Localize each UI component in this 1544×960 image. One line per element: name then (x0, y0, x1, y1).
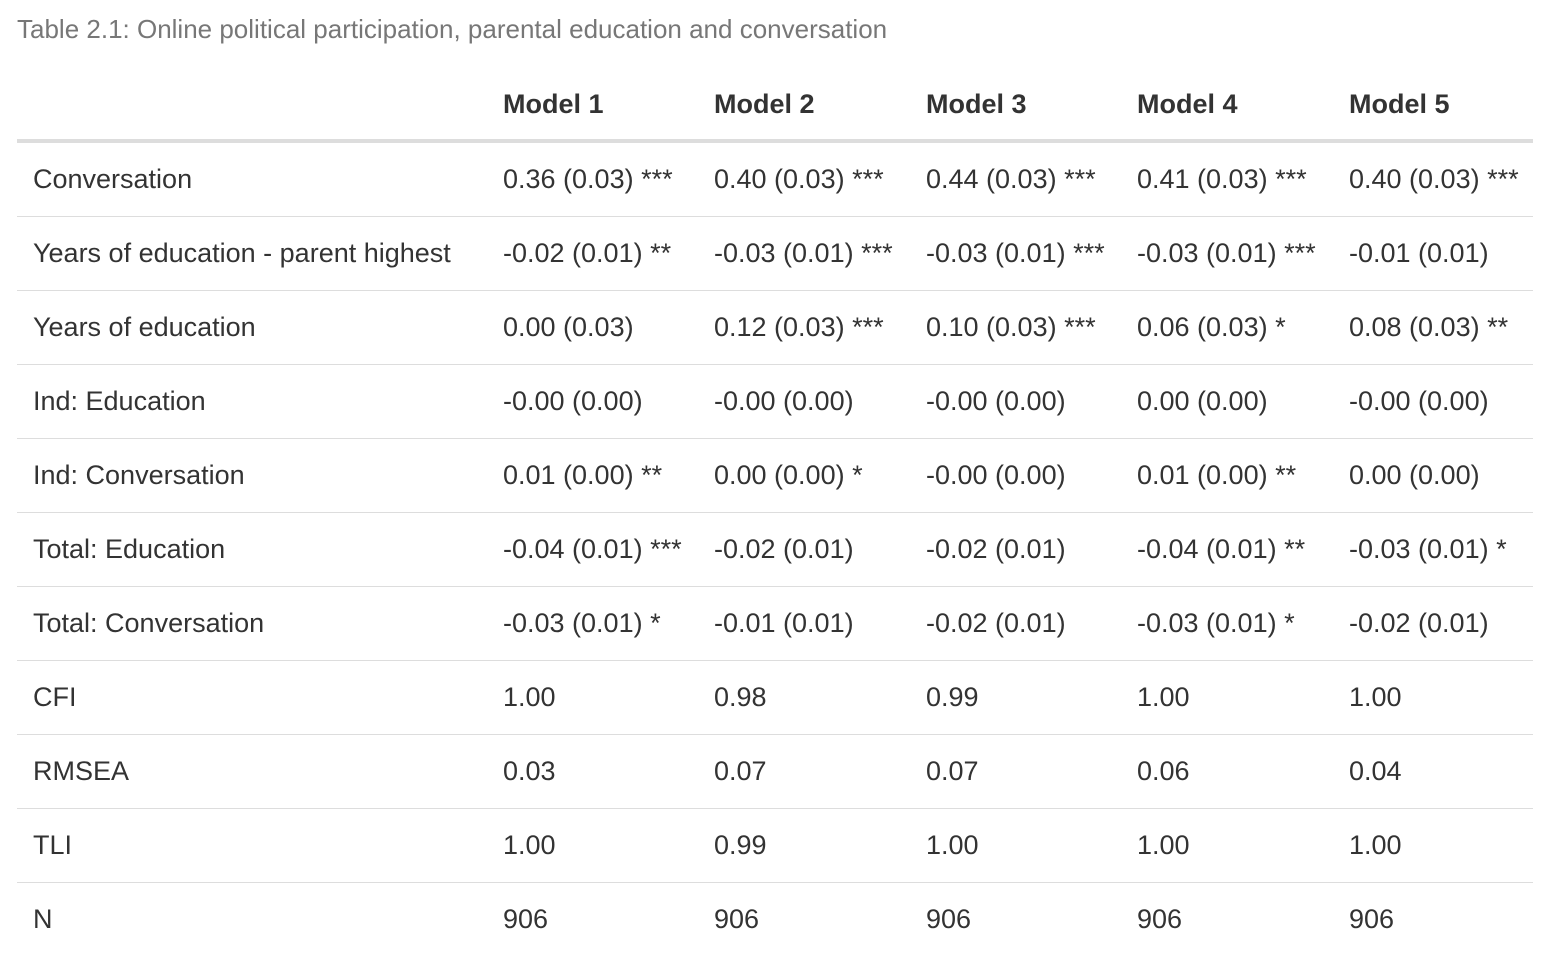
table-row: Ind: Education -0.00 (0.00) -0.00 (0.00) -0… (17, 364, 1533, 439)
cell-model-5: -0.00 (0.00) (1333, 364, 1533, 439)
cell-model-4: -0.03 (0.01) * (1121, 586, 1333, 661)
header-stub (17, 69, 487, 143)
row-label: CFI (17, 660, 487, 735)
cell-model-5: -0.03 (0.01) * (1333, 512, 1533, 587)
cell-model-1: -0.00 (0.00) (487, 364, 698, 439)
cell-model-4: 906 (1137, 904, 1183, 934)
cell-model-3: 1.00 (910, 808, 1121, 883)
row-label: Total: Education (17, 512, 487, 587)
table-row: Total: Conversation -0.03 (0.01) * -0.01 (… (17, 586, 1533, 661)
cell-model-5: -0.02 (0.01) (1333, 586, 1533, 661)
cell-model-4: 0.06 (0.03) * (1121, 290, 1333, 365)
header-model-2: Model 2 (698, 69, 910, 143)
table-row: TLI 1.00 0.99 1.00 1.00 1.00 (17, 808, 1533, 883)
cell-model-4: 1.00 (1121, 660, 1333, 735)
cell-model-5: 0.08 (0.03) ** (1333, 290, 1533, 365)
cell-model-1: -0.04 (0.01) *** (487, 512, 698, 587)
row-label: Ind: Education (17, 364, 487, 439)
cell-model-3: 0.44 (0.03) *** (910, 141, 1121, 217)
row-label: Years of education (17, 290, 487, 365)
cell-model-1: 1.00 (487, 660, 698, 735)
cell-model-2: -0.02 (0.01) (698, 512, 910, 587)
row-label: N (33, 904, 53, 934)
cell-model-2: 0.00 (0.00) * (698, 438, 910, 513)
results-table: Model 1 Model 2 Model 3 Model 4 Model 5 … (17, 69, 1533, 956)
cell-model-1: 906 (503, 904, 549, 934)
table-row: Ind: Conversation 0.01 (0.00) ** 0.00 (0.0… (17, 438, 1533, 513)
cell-model-3: -0.02 (0.01) (910, 512, 1121, 587)
cell-model-4: 0.01 (0.00) ** (1121, 438, 1333, 513)
row-label: Years of education - parent highest (17, 216, 487, 291)
cell-model-5: 906 (1349, 904, 1395, 934)
cell-model-3: 906 (926, 904, 972, 934)
cell-model-2: 906 (714, 904, 760, 934)
table-row: Years of education - parent highest -0.02… (17, 216, 1533, 291)
cell-model-5: -0.01 (0.01) (1333, 216, 1533, 291)
table-body: Conversation 0.36 (0.03) *** 0.40 (0.03) *… (17, 141, 1533, 956)
row-label: Total: Conversation (17, 586, 487, 661)
cell-model-2: 0.99 (698, 808, 910, 883)
table-row: Total: Education -0.04 (0.01) *** -0.02 (0… (17, 512, 1533, 587)
cell-model-2: 0.98 (698, 660, 910, 735)
cell-model-4: 0.41 (0.03) *** (1121, 141, 1333, 217)
cell-model-5: 1.00 (1333, 808, 1533, 883)
cell-model-4: -0.03 (0.01) *** (1121, 216, 1333, 291)
cell-model-3: 0.99 (910, 660, 1121, 735)
cell-model-3: -0.02 (0.01) (910, 586, 1121, 661)
row-label: Conversation (17, 141, 487, 217)
cell-model-2: 0.07 (698, 734, 910, 809)
cell-model-1: -0.02 (0.01) ** (487, 216, 698, 291)
cell-model-2: 0.12 (0.03) *** (698, 290, 910, 365)
cell-model-3: -0.00 (0.00) (910, 438, 1121, 513)
header-model-4: Model 4 (1121, 69, 1333, 143)
cell-model-3: 0.07 (910, 734, 1121, 809)
row-label: Ind: Conversation (17, 438, 487, 513)
cell-model-5: 0.40 (0.03) *** (1333, 141, 1533, 217)
cell-model-1: 1.00 (487, 808, 698, 883)
cell-model-5: 0.00 (0.00) (1333, 438, 1533, 513)
cell-model-5: 0.04 (1333, 734, 1533, 809)
cell-model-2: -0.03 (0.01) *** (698, 216, 910, 291)
cell-model-3: -0.03 (0.01) *** (910, 216, 1121, 291)
table-row: Years of education 0.00 (0.03) 0.12 (0.03)… (17, 290, 1533, 365)
cell-model-1: 0.00 (0.03) (487, 290, 698, 365)
cell-model-2: -0.00 (0.00) (698, 364, 910, 439)
cell-model-5: 1.00 (1333, 660, 1533, 735)
row-label: TLI (17, 808, 487, 883)
cell-model-3: 0.10 (0.03) *** (910, 290, 1121, 365)
table-row: N 906 906 906 906 906 (17, 883, 1533, 957)
cell-model-4: 0.00 (0.00) (1121, 364, 1333, 439)
cell-model-4: -0.04 (0.01) ** (1121, 512, 1333, 587)
cell-model-4: 1.00 (1121, 808, 1333, 883)
cell-model-1: 0.03 (487, 734, 698, 809)
row-label: RMSEA (17, 734, 487, 809)
cell-model-1: 0.01 (0.00) ** (487, 438, 698, 513)
table-caption: Table 2.1: Online political participatio… (17, 14, 888, 44)
table-header: Model 1 Model 2 Model 3 Model 4 Model 5 (17, 69, 1533, 143)
cell-model-3: -0.00 (0.00) (910, 364, 1121, 439)
table-row: Conversation 0.36 (0.03) *** 0.40 (0.03) *… (17, 141, 1533, 217)
header-model-3: Model 3 (910, 69, 1121, 143)
header-row: Model 1 Model 2 Model 3 Model 4 Model 5 (17, 69, 1533, 143)
cell-model-2: -0.01 (0.01) (698, 586, 910, 661)
table-row: CFI 1.00 0.98 0.99 1.00 1.00 (17, 660, 1533, 735)
header-model-5: Model 5 (1333, 69, 1533, 143)
header-model-1: Model 1 (487, 69, 698, 143)
cell-model-2: 0.40 (0.03) *** (698, 141, 910, 217)
cell-model-4: 0.06 (1121, 734, 1333, 809)
cell-model-1: 0.36 (0.03) *** (487, 141, 698, 217)
cell-model-1: -0.03 (0.01) * (487, 586, 698, 661)
table-row: RMSEA 0.03 0.07 0.07 0.06 0.04 (17, 734, 1533, 809)
